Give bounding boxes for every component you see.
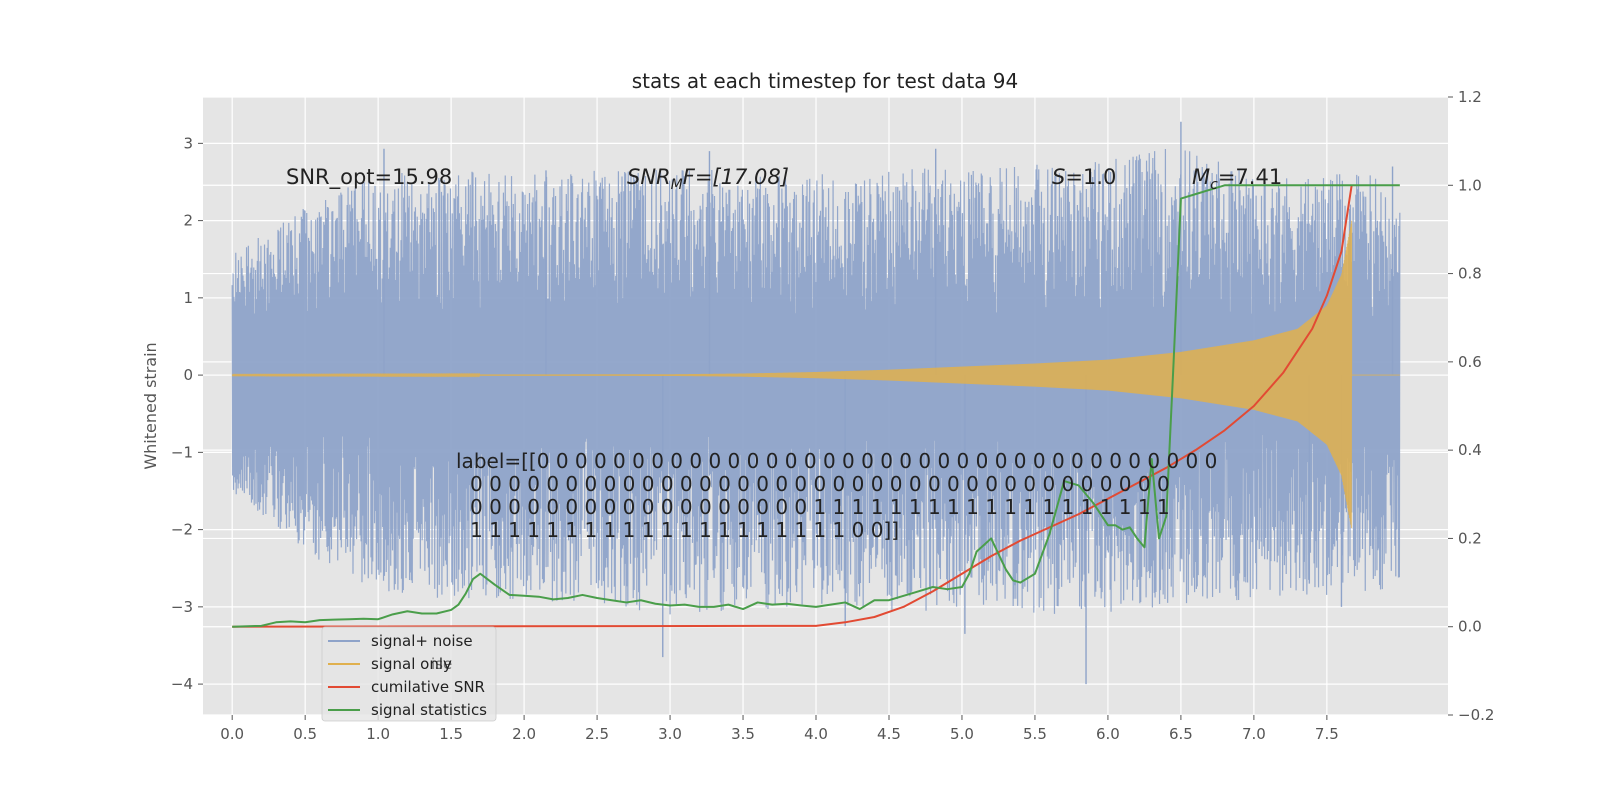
legend-label-cumulative-snr: cumilative SNR — [371, 678, 485, 696]
x-tick-label: 4.5 — [877, 725, 901, 743]
x-tick-label: 7.5 — [1315, 725, 1339, 743]
label-line-3: 0 0 0 0 0 0 0 0 0 0 0 0 0 0 0 0 0 0 1 1 … — [470, 495, 1170, 519]
series-layer — [231, 121, 1401, 685]
y-left-tick-label: 1 — [183, 289, 193, 307]
annotation-snr-opt: SNR_opt=15.98 — [286, 165, 452, 190]
annotation-mc: Mc=7.41 — [1192, 165, 1282, 193]
x-tick-label: 5.0 — [950, 725, 974, 743]
legend-box — [321, 626, 497, 722]
x-tick-label: 4.0 — [804, 725, 828, 743]
mc-subscript: c — [1210, 177, 1218, 193]
y-left-tick-label: −1 — [171, 443, 193, 461]
mc-value: =7.41 — [1218, 165, 1282, 189]
annotation-snr-mf: SNRMF=[17.08] — [627, 165, 789, 193]
x-tick-label: 5.5 — [1023, 725, 1047, 743]
y-left-tick-label: 2 — [183, 212, 193, 230]
series-cumulative-snr — [232, 185, 1353, 628]
s-value: =1.0 — [1065, 165, 1116, 189]
x-tick-label: 0.0 — [220, 725, 244, 743]
y-right-tick-label: 0.6 — [1458, 353, 1482, 371]
x-tick-label: 0.5 — [293, 725, 317, 743]
x-tick-label: 1.5 — [439, 725, 463, 743]
snr-mf-sub: M — [671, 177, 683, 193]
y-right-tick-label: 0.4 — [1458, 441, 1482, 459]
s-symbol: S — [1052, 165, 1065, 189]
y-right-tick-label: 0.2 — [1458, 529, 1482, 547]
legend-ghost-text: ise — [431, 655, 452, 673]
y-left-tick-label: 3 — [183, 134, 193, 152]
label-line-2: 0 0 0 0 0 0 0 0 0 0 0 0 0 0 0 0 0 0 0 0 … — [470, 472, 1170, 496]
annotation-s: S=1.0 — [1052, 165, 1116, 189]
mc-symbol: M — [1192, 165, 1210, 189]
axes-layer: 0.0 0.5 1.0 1.5 2.0 2.5 3.0 3.5 4.0 4.5 5.0 5.5 6.0 6… — [171, 88, 1495, 743]
y-right-tick-label: −0.2 — [1458, 706, 1494, 724]
y-right-tick-label: 0.0 — [1458, 618, 1482, 636]
y-left-tick-label: −3 — [171, 598, 193, 616]
legend-label-signal-statistics: signal statistics — [371, 701, 487, 719]
y-left-tick-label: −2 — [171, 521, 193, 539]
x-tick-label: 6.0 — [1096, 725, 1120, 743]
x-tick-label: 1.0 — [366, 725, 390, 743]
snr-mf-rest: F=[17.08] — [683, 165, 789, 189]
legend-label-signal-only: signal only — [371, 655, 452, 673]
x-tick-label: 3.0 — [658, 725, 682, 743]
y-left-tick-label: −4 — [171, 675, 193, 693]
x-tick-label: 2.5 — [585, 725, 609, 743]
series-signal-only — [231, 220, 1400, 528]
y-right-tick-label: 1.2 — [1458, 88, 1482, 106]
chart-title: stats at each timestep for test data 94 — [632, 69, 1018, 93]
snr-mf-main: SNR — [627, 165, 671, 189]
label-line-4: 1 1 1 1 1 1 1 1 1 1 1 1 1 1 1 1 1 1 1 1 … — [470, 518, 899, 542]
label-line-1: label=[[0 0 0 0 0 0 0 0 0 0 0 0 0 0 0 0 … — [456, 449, 1217, 473]
legend: ise signal+ noise signal only cumilative… — [321, 626, 497, 722]
series-signal-statistics — [232, 184, 1400, 628]
y-axis-label: Whitened strain — [141, 342, 160, 469]
x-tick-label: 2.0 — [512, 725, 536, 743]
series-signal-noise — [231, 148, 1401, 615]
legend-label-signal-noise: signal+ noise — [371, 632, 473, 650]
y-right-tick-label: 0.8 — [1458, 265, 1482, 283]
y-right-tick-label: 1.0 — [1458, 176, 1482, 194]
y-left-tick-label: 0 — [183, 366, 193, 384]
x-tick-label: 6.5 — [1169, 725, 1193, 743]
x-tick-label: 3.5 — [731, 725, 755, 743]
x-tick-label: 7.0 — [1242, 725, 1266, 743]
